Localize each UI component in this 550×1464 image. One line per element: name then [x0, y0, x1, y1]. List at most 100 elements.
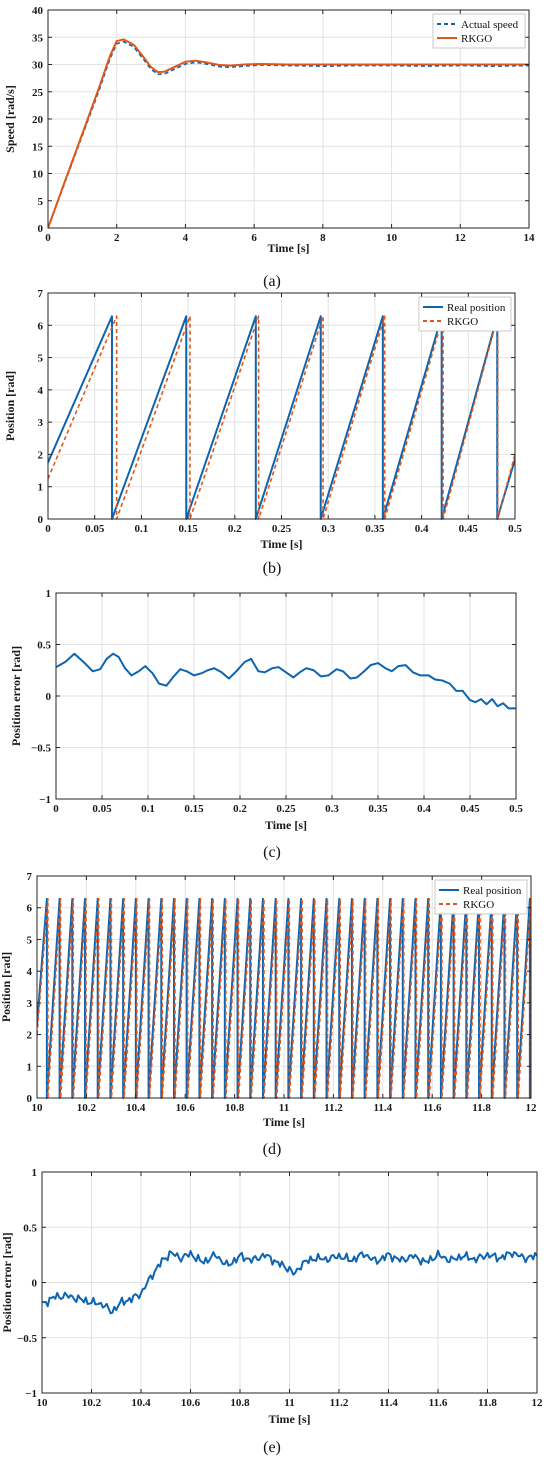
y-tick-label: 6: [27, 903, 33, 915]
series-line-error: [42, 1249, 537, 1315]
chart-a: 0 2 4 6 8 10 12 14 0 5 10 15 20 25 30 35 40 Time [s] Speed…: [3, 5, 535, 290]
x-tick-label: 10.6: [181, 1397, 201, 1409]
series-group: [37, 897, 531, 1099]
x-tick-label: 12: [455, 232, 467, 244]
chart-b: 0 0.05 0.1 0.15 0.2 0.25 0.3 0.35 0.4 0.45 0.5 0 1 2 3…: [3, 288, 522, 577]
x-tick-label: 10.6: [176, 1102, 196, 1114]
x-tick-label: 0.45: [460, 803, 480, 815]
x-tick-label: 11.2: [324, 1102, 343, 1114]
y-tick-label: 35: [32, 32, 44, 44]
x-tick-label: 10: [37, 1397, 49, 1409]
y-axis-label: Position [rad]: [0, 952, 13, 1022]
y-tick-label: 4: [38, 385, 44, 397]
series-line-rkgo: [48, 315, 515, 520]
x-tick-label: 11.8: [478, 1397, 497, 1409]
x-axis-label: Time [s]: [263, 1115, 305, 1129]
x-tick-label: 11.2: [330, 1397, 349, 1409]
x-axis-label: Time [s]: [260, 537, 302, 551]
y-tick-label: 0: [32, 1278, 38, 1290]
x-tick-label: 0: [45, 232, 51, 244]
panel-label: (e): [263, 1439, 281, 1456]
x-tick-label: 11: [279, 1102, 289, 1114]
y-tick-label: 5: [27, 934, 33, 946]
x-tick-label: 0.35: [365, 523, 385, 535]
y-tick-label: 20: [32, 114, 44, 126]
y-tick-label: 7: [38, 288, 44, 300]
x-tick-label: 14: [524, 232, 536, 244]
y-axis-label: Position error [rad]: [9, 646, 23, 746]
legend: Real position RKGO: [434, 879, 528, 915]
x-tick-label: 0: [45, 523, 51, 535]
y-tick-label: 3: [38, 417, 44, 429]
x-tick-label: 10: [32, 1102, 44, 1114]
y-tick-label: 1: [32, 1167, 38, 1179]
x-tick-label: 0.1: [135, 523, 149, 535]
y-tick-label: 0.5: [23, 1222, 37, 1234]
x-tick-label: 11.4: [373, 1102, 392, 1114]
series-line-real-position: [48, 315, 515, 520]
x-tick-label: 0.15: [178, 523, 198, 535]
panel-label: (b): [263, 560, 282, 577]
x-tick-label: 10.2: [82, 1397, 102, 1409]
x-tick-label: 10.2: [77, 1102, 97, 1114]
y-tick-label: 7: [27, 871, 33, 883]
y-tick-label: −0.5: [31, 743, 52, 755]
legend-entry: RKGO: [461, 33, 492, 45]
x-tick-label: 10.4: [131, 1397, 151, 1409]
legend-entry: Real position: [447, 302, 506, 314]
y-tick-label: 15: [32, 141, 44, 153]
chart-d: 10 10.2 10.4 10.6 10.8 11 11.2 11.4 11.6 11.8 1201…: [0, 871, 537, 1158]
legend-entry: Actual speed: [461, 19, 519, 31]
y-tick-label: 40: [32, 5, 44, 17]
y-tick-label: 0: [38, 514, 44, 526]
series-group: [48, 315, 515, 520]
x-tick-label: 11: [284, 1397, 294, 1409]
x-tick-label: 11.4: [379, 1397, 398, 1409]
x-axis-label: Time [s]: [265, 818, 307, 832]
y-tick-label: 5: [38, 196, 44, 208]
y-tick-label: 1: [46, 588, 52, 600]
panel-label: (a): [263, 273, 281, 290]
y-tick-label: 1: [27, 1061, 33, 1073]
x-tick-label: 0: [53, 803, 59, 815]
y-tick-label: 30: [32, 60, 44, 72]
y-tick-label: 0: [38, 223, 44, 235]
x-tick-label: 12: [532, 1397, 544, 1409]
legend: Actual speed RKGO: [432, 13, 526, 49]
x-tick-label: 0.5: [508, 523, 522, 535]
y-axis-label: Position error [rad]: [0, 1232, 14, 1332]
x-tick-label: 0.15: [184, 803, 204, 815]
x-tick-label: 10.8: [230, 1397, 250, 1409]
y-tick-label: −1: [25, 1388, 37, 1400]
series-line-error: [56, 652, 516, 710]
x-axis-label: Time [s]: [268, 1412, 310, 1426]
y-tick-label: 1: [38, 482, 44, 494]
chart-e: 10 10.2 10.4 10.6 10.8 11 11.2 11.4 11.6 11.8 12−1…: [0, 1167, 543, 1456]
x-tick-label: 0.4: [415, 523, 429, 535]
x-tick-label: 0.45: [459, 523, 479, 535]
x-tick-label: 6: [251, 232, 257, 244]
y-tick-label: 2: [38, 449, 44, 461]
series-line-real-position: [37, 897, 531, 1099]
legend-entry: RKGO: [447, 316, 478, 328]
x-tick-label: 11.8: [472, 1102, 491, 1114]
panel-label: (c): [263, 844, 281, 861]
x-tick-label: 0.05: [92, 803, 112, 815]
x-tick-label: 0.05: [85, 523, 105, 535]
y-tick-label: 2: [27, 1030, 33, 1042]
panel-label: (d): [263, 1141, 282, 1158]
x-tick-label: 0.4: [417, 803, 431, 815]
x-tick-label: 10: [386, 232, 398, 244]
legend-box: [418, 296, 512, 332]
x-tick-label: 0.1: [141, 803, 155, 815]
y-tick-label: −0.5: [17, 1333, 38, 1345]
series-line-rkgo: [48, 38, 529, 229]
y-tick-label: 0.5: [37, 640, 51, 652]
y-axis-label: Position [rad]: [3, 371, 17, 441]
x-tick-label: 0.25: [272, 523, 292, 535]
legend-entry: RKGO: [463, 899, 494, 911]
series-group: [42, 1249, 537, 1315]
x-tick-label: 0.3: [321, 523, 335, 535]
x-tick-label: 0.25: [276, 803, 296, 815]
